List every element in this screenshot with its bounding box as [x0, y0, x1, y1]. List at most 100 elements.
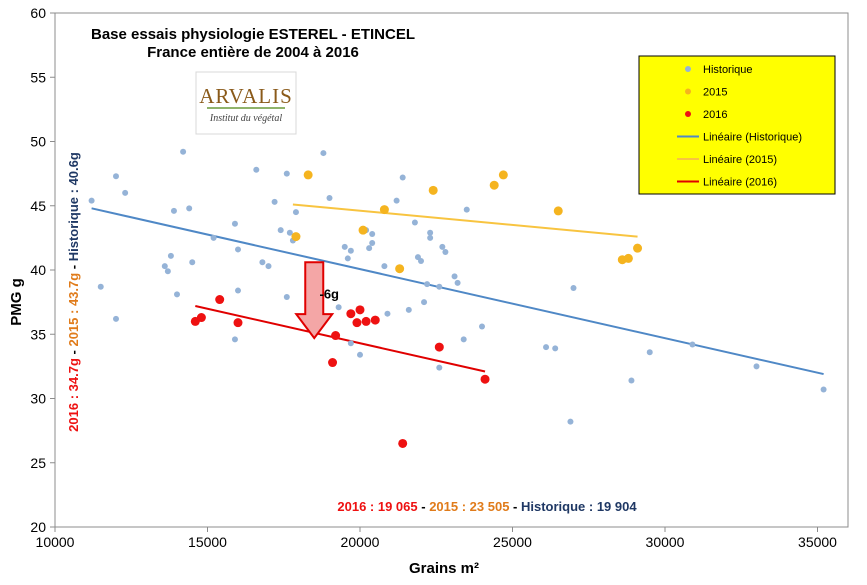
data-point [344, 255, 351, 262]
data-point [189, 259, 196, 266]
data-point [292, 209, 299, 216]
data-point [399, 174, 406, 181]
data-point [434, 342, 444, 352]
data-point [361, 316, 371, 326]
y-tick-label: 35 [30, 326, 46, 342]
data-point [411, 219, 418, 226]
x-axis-ticks: 10000 15000 20000 25000 30000 35000 [36, 527, 837, 550]
data-point [341, 243, 348, 250]
data-point [283, 293, 290, 300]
data-point [231, 336, 238, 343]
data-point [552, 345, 559, 352]
data-point [479, 323, 485, 330]
data-point [451, 273, 458, 280]
x-tick-label: 10000 [36, 534, 75, 550]
data-point [174, 291, 180, 298]
y-tick-label: 55 [30, 69, 46, 85]
chart-title: Base essais physiologie ESTEREL - ETINCE… [91, 26, 415, 43]
data-point [235, 246, 241, 253]
data-point [180, 148, 187, 155]
data-point [689, 341, 696, 348]
pmg-sep-1: - [66, 347, 81, 359]
data-point [480, 374, 490, 384]
data-point [170, 207, 177, 214]
data-point [454, 279, 461, 286]
data-point [753, 363, 760, 370]
data-point [628, 377, 635, 384]
arvalis-logo: ARVALIS Institut du végétal [195, 71, 297, 135]
data-point [331, 331, 341, 341]
trendline [91, 207, 824, 376]
data-point [113, 315, 119, 322]
y-tick-label: 25 [30, 455, 46, 471]
legend-box [638, 55, 836, 195]
data-point [379, 205, 389, 215]
difference-arrow: -6g [294, 261, 340, 340]
data-point [283, 170, 290, 177]
logo-tagline: Institut du végétal [209, 113, 282, 124]
data-point [235, 287, 241, 294]
grains-sep-2: - [509, 499, 521, 514]
pmg-2016: 2016 : 34.7g [66, 358, 81, 432]
logo-name: ARVALIS [199, 84, 293, 108]
data-point [393, 197, 400, 204]
data-point [326, 195, 333, 202]
arrow-label: -6g [320, 286, 340, 301]
data-point [370, 315, 380, 325]
x-tick-label: 25000 [493, 534, 532, 550]
data-point [436, 283, 443, 290]
legend-label: Linéaire (2015) [703, 154, 777, 166]
data-point [543, 344, 550, 351]
data-point [498, 170, 508, 180]
data-point [291, 232, 301, 242]
y-tick-label: 40 [30, 262, 46, 278]
trendline [195, 305, 486, 373]
grains-historique: Historique : 19 904 [521, 499, 637, 514]
data-point [355, 305, 365, 315]
data-point [113, 173, 119, 180]
data-point [405, 306, 412, 313]
data-point [277, 227, 284, 234]
data-point [427, 234, 434, 241]
data-point [384, 310, 391, 317]
pmg-2015: 2015 : 43.7g [66, 273, 81, 347]
data-point [421, 299, 428, 306]
data-point [553, 206, 563, 216]
y-tick-label: 60 [30, 5, 46, 21]
arrow-shape [294, 261, 335, 340]
data-point [186, 205, 193, 212]
y-tick-label: 45 [30, 198, 46, 214]
chart-legend: Historique 2015 2016 Linéaire (Historique) L… [638, 55, 836, 195]
grains-sep-1: - [418, 499, 430, 514]
data-point [167, 252, 174, 259]
data-points [88, 148, 827, 448]
legend-label: 2016 [703, 109, 727, 121]
grains-2016: 2016 : 19 065 [337, 499, 417, 514]
data-point [369, 231, 376, 238]
y-axis-title: PMG g [8, 278, 25, 326]
data-point [335, 304, 342, 311]
data-point [328, 358, 338, 368]
data-point [265, 263, 272, 270]
data-point [253, 166, 260, 173]
pmg-annotation: 2016 : 34.7g - 2015 : 43.7g - Historique… [66, 152, 81, 432]
data-point [347, 340, 354, 347]
data-point [97, 283, 104, 290]
data-point [161, 263, 168, 270]
data-point [352, 318, 362, 328]
data-point [460, 336, 467, 343]
data-point [320, 150, 327, 157]
data-point [395, 264, 405, 274]
legend-label: Historique [703, 64, 753, 76]
data-point [346, 309, 356, 319]
data-point [215, 295, 225, 305]
data-point [623, 253, 633, 263]
data-point [463, 206, 470, 213]
data-point [442, 249, 449, 256]
data-point [418, 258, 424, 265]
grains-annotation: 2016 : 19 065 - 2015 : 23 505 - Historiq… [337, 499, 637, 514]
pmg-historique: Historique : 40.6g [66, 152, 81, 261]
data-point [231, 220, 238, 227]
data-point [259, 259, 266, 266]
